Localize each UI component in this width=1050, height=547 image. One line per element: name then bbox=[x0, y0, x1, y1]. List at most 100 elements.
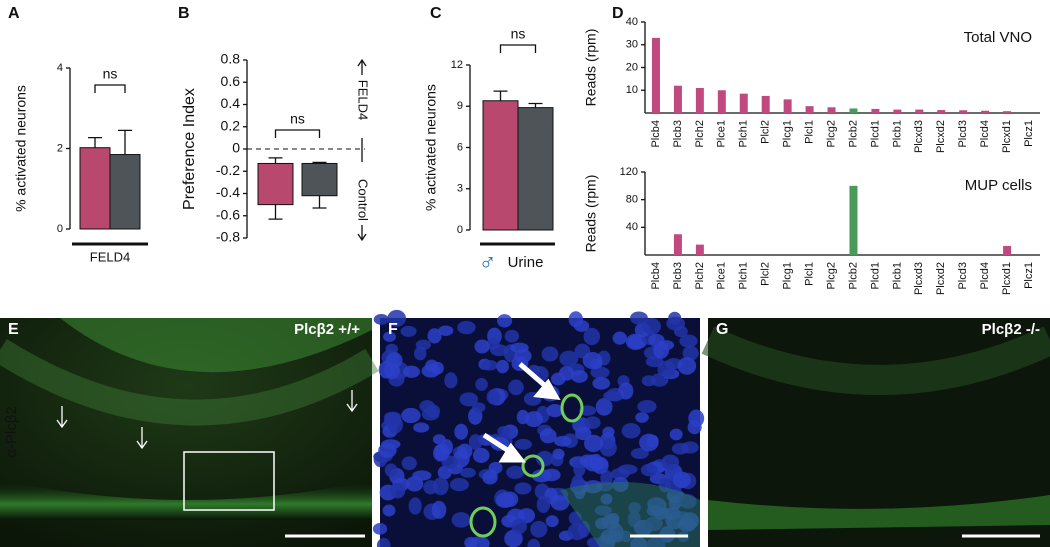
cell bbox=[521, 454, 545, 478]
nucleus bbox=[682, 345, 699, 361]
nucleus bbox=[413, 346, 427, 361]
ns-bracket bbox=[274, 129, 321, 138]
nucleus bbox=[642, 317, 662, 335]
error-bar bbox=[118, 129, 132, 155]
nucleus bbox=[621, 423, 641, 439]
nucleus bbox=[657, 360, 676, 378]
y-label: Preference Index bbox=[181, 88, 198, 210]
panel-letter: D bbox=[612, 5, 624, 22]
nucleus bbox=[653, 341, 670, 359]
x-tick-label: Plce1 bbox=[716, 262, 728, 290]
x-tick-label: Plcg2 bbox=[825, 262, 837, 290]
nucleus bbox=[536, 495, 551, 514]
nucleus bbox=[671, 442, 689, 455]
nucleus bbox=[460, 467, 476, 478]
y-label: Reads (rpm) bbox=[583, 29, 599, 107]
nucleus bbox=[405, 476, 424, 492]
nucleus bbox=[527, 538, 541, 547]
x-tick-label: Plch2 bbox=[694, 120, 706, 148]
x-tick-label: Plcb4 bbox=[650, 262, 662, 290]
nucleus bbox=[590, 366, 610, 379]
nucleus bbox=[612, 331, 627, 345]
y-tick-label: 12 bbox=[451, 59, 463, 71]
x-tick-label: Plcb1 bbox=[891, 262, 903, 290]
bar bbox=[849, 185, 858, 255]
nucleus bbox=[432, 477, 449, 496]
bar bbox=[849, 108, 858, 113]
nucleus bbox=[687, 420, 702, 435]
y-tick-label: 40 bbox=[626, 16, 638, 28]
y-tick-label: 0 bbox=[457, 224, 463, 236]
panel-letter: C bbox=[430, 5, 442, 22]
x-tick-label: Plcxd3 bbox=[913, 120, 925, 153]
x-tick-label: Plcz1 bbox=[1023, 262, 1035, 289]
side-arrows bbox=[357, 58, 367, 242]
nucleus bbox=[508, 379, 524, 396]
nucleus bbox=[637, 400, 657, 414]
x-tick-label: Plch2 bbox=[694, 262, 706, 290]
nucleus bbox=[583, 327, 601, 346]
nucleus bbox=[567, 523, 587, 541]
x-tick-label: Plcb1 bbox=[891, 120, 903, 148]
x-tick-label: Plcxd2 bbox=[935, 120, 947, 153]
nucleus bbox=[419, 400, 435, 413]
bar bbox=[695, 244, 704, 255]
nucleus bbox=[432, 434, 446, 445]
whisker bbox=[312, 161, 327, 164]
nucleus bbox=[434, 443, 450, 461]
x-tick-label: Plcg1 bbox=[782, 262, 794, 290]
nucleus bbox=[402, 365, 421, 378]
nucleus bbox=[603, 390, 622, 401]
nucleus bbox=[438, 325, 454, 336]
ns-bracket bbox=[94, 84, 126, 93]
panel-letter: F bbox=[388, 321, 398, 338]
x-tick-label: Plcd4 bbox=[979, 262, 991, 290]
x-tick-label: Plcg2 bbox=[825, 120, 837, 148]
x-tick-label: Plcg1 bbox=[782, 120, 794, 148]
x-tick-label: Plcl2 bbox=[760, 262, 772, 286]
nucleus bbox=[372, 523, 388, 535]
nucleus bbox=[666, 316, 686, 331]
nucleus bbox=[495, 492, 515, 508]
nucleus bbox=[382, 504, 396, 517]
y-tick-label: 0.6 bbox=[221, 73, 241, 89]
nucleus bbox=[550, 372, 566, 386]
image-label: Plcβ2 -/- bbox=[982, 321, 1040, 338]
nucleus bbox=[677, 357, 697, 375]
tissue bbox=[60, 318, 372, 373]
nucleus bbox=[510, 342, 529, 353]
nucleus bbox=[482, 470, 498, 485]
nucleus bbox=[590, 358, 603, 370]
nucleus bbox=[468, 434, 483, 450]
x-tick-label: Plcz1 bbox=[1023, 120, 1035, 147]
nucleus bbox=[449, 478, 469, 492]
nucleus bbox=[437, 465, 452, 480]
x-tick-label: Plcb4 bbox=[650, 120, 662, 148]
nucleus bbox=[376, 537, 391, 547]
nucleus bbox=[415, 339, 431, 350]
bar bbox=[937, 110, 946, 113]
x-tick-label: Plcb2 bbox=[847, 120, 859, 148]
nucleus bbox=[570, 370, 588, 383]
x-tick-label: Plcl1 bbox=[803, 120, 815, 144]
x-tick-label: Plcb3 bbox=[672, 262, 684, 290]
nucleus bbox=[535, 450, 554, 467]
y-tick-label: 120 bbox=[620, 166, 638, 178]
nucleus bbox=[413, 422, 430, 433]
nucleus bbox=[539, 428, 557, 444]
whisker bbox=[312, 195, 327, 209]
y-tick-label: 6 bbox=[457, 141, 463, 153]
bar bbox=[109, 154, 141, 230]
y-tick-label: 20 bbox=[626, 61, 638, 73]
nucleus bbox=[669, 428, 683, 441]
nucleus bbox=[542, 468, 561, 482]
x-tick-label: Plcd1 bbox=[869, 120, 881, 148]
bar bbox=[482, 100, 519, 231]
y-tick-label: -0.2 bbox=[216, 162, 240, 178]
x-label: FELD4 bbox=[90, 249, 130, 264]
nucleus bbox=[475, 377, 488, 391]
nucleus bbox=[427, 328, 442, 344]
nucleus bbox=[401, 456, 417, 471]
nucleus bbox=[451, 512, 471, 528]
